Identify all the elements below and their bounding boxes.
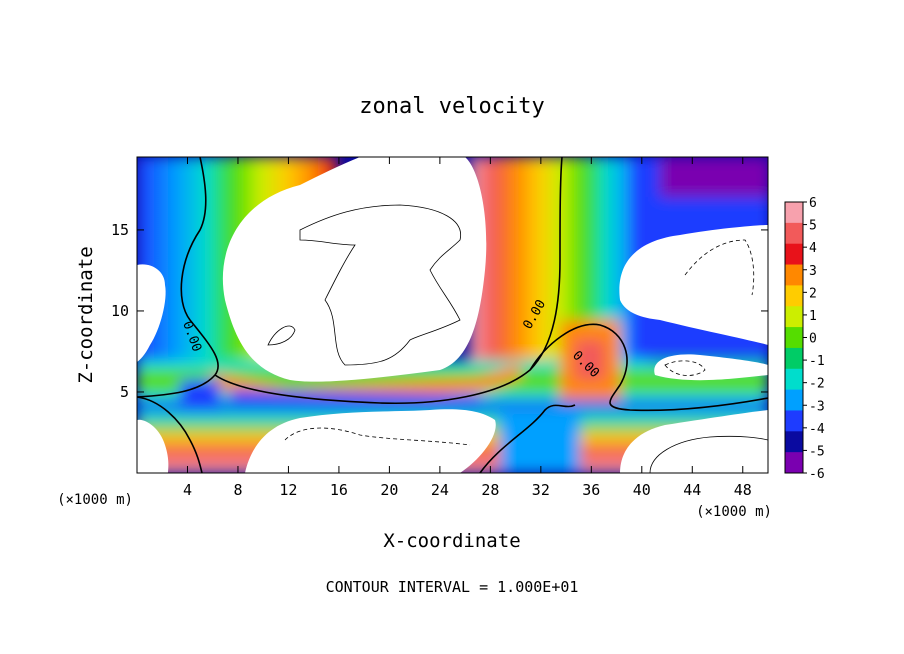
contour-thin-small (267, 325, 296, 346)
contour-thin-plume (299, 204, 462, 366)
colorbar-tick-label: 3 (809, 264, 817, 279)
x-tick-label: 24 (431, 481, 449, 499)
contour-zero-lower (137, 396, 203, 473)
y-axis: 5 10 15 (111, 221, 768, 401)
colorbar-tick-label: 1 (809, 309, 817, 324)
y-axis-label: Z-coordinate (75, 246, 97, 383)
colorbar-tick-label: -6 (809, 467, 825, 482)
contour-zero-lower-mid (479, 404, 576, 473)
white-region-upper (222, 157, 487, 382)
y-tick-label: 10 (111, 302, 129, 320)
x-tick-label: 40 (633, 481, 651, 499)
contour-zero-right (529, 323, 768, 412)
colorbar-swatch (785, 306, 803, 328)
colorbar-tick-label: -2 (809, 377, 825, 392)
plot-frame (136, 156, 769, 474)
chart-title: zonal velocity (359, 94, 544, 119)
x-unit-right: (×1000 m) (696, 504, 772, 520)
x-tick-label: 20 (380, 481, 398, 499)
white-region-left (137, 264, 166, 362)
x-unit-left: (×1000 m) (57, 492, 133, 508)
x-tick-label: 8 (233, 481, 242, 499)
x-tick-label: 12 (279, 481, 297, 499)
colorbar-swatch (785, 452, 803, 474)
colorbar-swatch (785, 243, 803, 266)
contour-dash-right (684, 239, 755, 296)
colorbar-swatch (785, 368, 803, 391)
contour-dash-bottom (284, 427, 471, 446)
white-region-right-small (654, 354, 768, 381)
x-tick-label: 28 (481, 481, 499, 499)
heatmap-field (137, 157, 768, 473)
contour-interval-note: CONTOUR INTERVAL = 1.000E+01 (326, 578, 579, 596)
colorbar: 6 5 4 3 2 1 0 -1 -2 -3 -4 -5 -6 (784, 196, 825, 482)
white-region-bottom (245, 409, 496, 473)
white-region-right (619, 225, 768, 345)
y-tick-label: 5 (120, 383, 129, 401)
x-tick-label: 16 (330, 481, 348, 499)
colorbar-tick-label: 0 (809, 332, 817, 347)
colorbar-tick-label: -3 (809, 399, 825, 414)
colorbar-swatch (785, 347, 803, 370)
contour-thin-bottom-right (649, 435, 768, 473)
colorbar-tick-label: 5 (809, 219, 817, 234)
colorbar-tick-label: -1 (809, 354, 825, 369)
colorbar-tick-label: -5 (809, 444, 825, 459)
colorbar-tick-label: 4 (809, 241, 817, 256)
x-axis: 4 8 12 16 20 24 28 32 36 40 44 48 (183, 157, 752, 499)
x-axis-label: X-coordinate (383, 530, 520, 552)
x-tick-label: 44 (683, 481, 701, 499)
contour-dash-right-small (664, 360, 706, 376)
contour-lines (137, 157, 768, 473)
colorbar-swatch (785, 285, 803, 307)
white-region-bottom-left (137, 419, 169, 473)
colorbar-swatch (785, 264, 803, 286)
colorbar-swatch (785, 410, 803, 432)
colorbar-swatch (785, 389, 803, 411)
colorbar-swatch (785, 327, 803, 349)
x-tick-label: 48 (734, 481, 752, 499)
colorbar-swatch (785, 431, 803, 453)
contour-zero-main (137, 157, 219, 398)
colorbar-tick-label: 2 (809, 286, 817, 301)
contour-zero-shear (214, 157, 563, 405)
colorbar-tick-label: -4 (809, 422, 825, 437)
colorbar-swatch (785, 222, 803, 245)
x-tick-label: 32 (532, 481, 550, 499)
colorbar-swatch (785, 202, 803, 224)
y-tick-label: 15 (111, 221, 129, 239)
x-tick-label: 4 (183, 481, 192, 499)
colorbar-tick-label: 6 (809, 196, 817, 211)
x-tick-label: 36 (582, 481, 600, 499)
